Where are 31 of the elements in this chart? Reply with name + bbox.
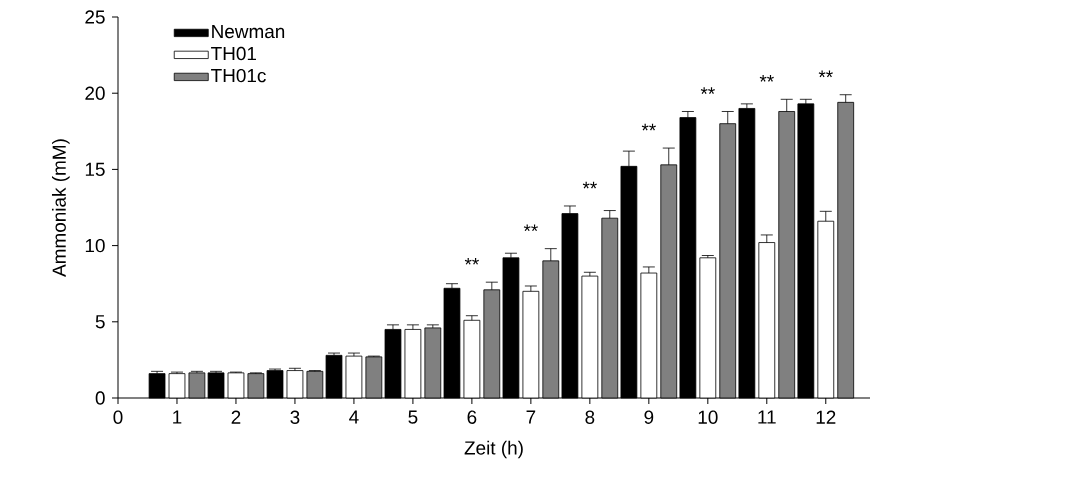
- legend-label: Newman: [212, 25, 285, 39]
- annotation: **: [818, 70, 833, 78]
- y-tick-label: 15: [85, 162, 105, 177]
- x-tick-label: 7: [526, 410, 536, 424]
- x-tick-label: 2: [231, 410, 241, 424]
- annotation: **: [641, 123, 656, 131]
- x-tick-label: 8: [585, 410, 595, 424]
- x-tick-label: 1: [173, 410, 182, 424]
- annotation: **: [759, 75, 774, 82]
- y-tick-label: 10: [85, 238, 105, 253]
- annotation: **: [700, 87, 715, 94]
- x-axis-title: Zeit (h): [464, 440, 523, 459]
- y-tick-label: 20: [85, 86, 105, 100]
- x-tick-label: 0: [113, 410, 123, 424]
- x-tick-label: 4: [349, 410, 359, 424]
- annotation: **: [582, 181, 597, 189]
- x-tick-label: 12: [816, 410, 836, 424]
- x-tick-label: 5: [408, 410, 418, 424]
- x-tick-label: 11: [758, 410, 776, 424]
- x-tick-label: 9: [644, 410, 654, 424]
- y-tick-label: 0: [95, 391, 105, 405]
- x-tick-label: 6: [467, 410, 477, 424]
- y-tick-label: 25: [85, 10, 105, 24]
- annotation: **: [464, 257, 479, 265]
- legend-label: TH01c: [211, 68, 266, 83]
- legend-label: TH01: [211, 46, 256, 61]
- y-tick-label: 5: [95, 315, 105, 329]
- x-tick-label: 3: [290, 410, 300, 424]
- x-tick-label: 10: [698, 410, 718, 424]
- y-axis-title: Ammoniak (mM): [51, 139, 70, 277]
- annotation: **: [523, 224, 538, 232]
